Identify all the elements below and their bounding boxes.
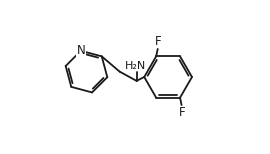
Text: F: F xyxy=(178,106,185,119)
Text: N: N xyxy=(76,44,85,57)
Text: F: F xyxy=(155,35,161,48)
Text: H₂N: H₂N xyxy=(125,61,146,71)
